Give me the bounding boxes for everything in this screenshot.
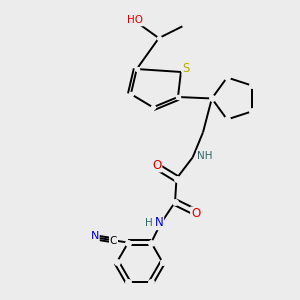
Text: C: C bbox=[110, 236, 117, 246]
Text: O: O bbox=[191, 207, 200, 220]
Text: O: O bbox=[152, 158, 161, 172]
Text: S: S bbox=[182, 62, 190, 75]
Text: HO: HO bbox=[127, 15, 143, 26]
Text: H: H bbox=[145, 218, 153, 228]
Text: N: N bbox=[154, 216, 163, 229]
Text: NH: NH bbox=[197, 151, 213, 161]
Text: N: N bbox=[91, 231, 99, 242]
